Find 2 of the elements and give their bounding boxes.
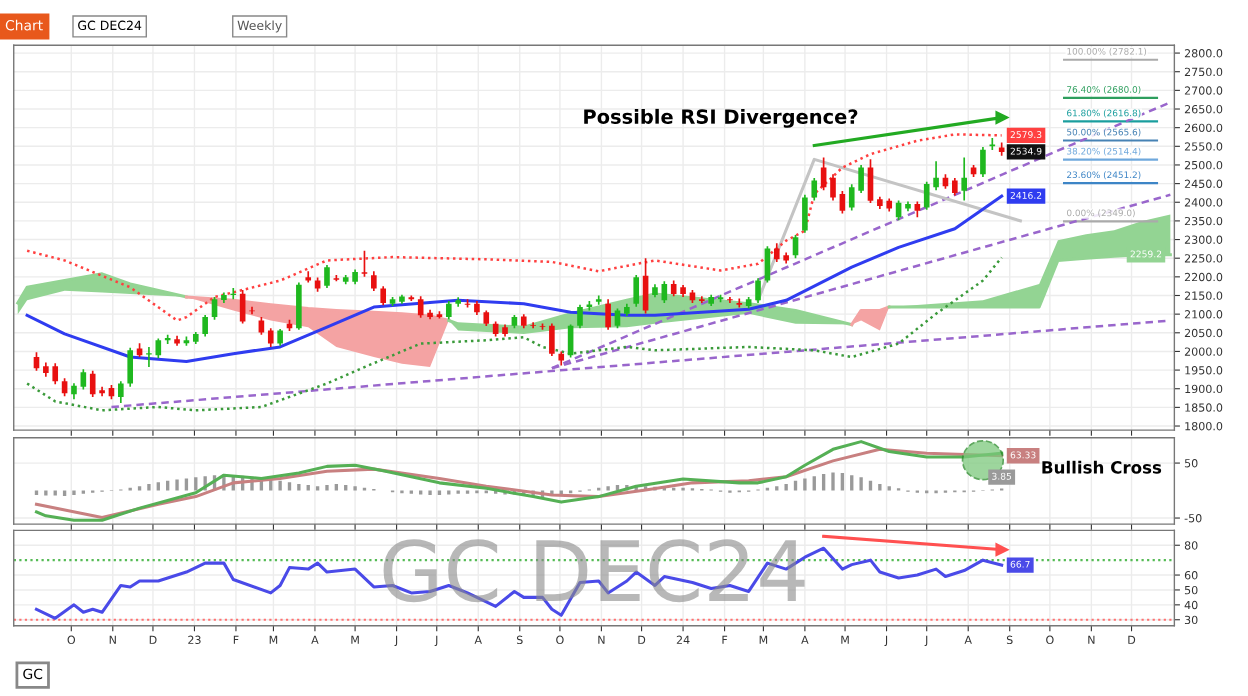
- annotation: Possible RSI Divergence?: [584, 108, 858, 128]
- annotation: Bullish Cross: [1042, 460, 1162, 474]
